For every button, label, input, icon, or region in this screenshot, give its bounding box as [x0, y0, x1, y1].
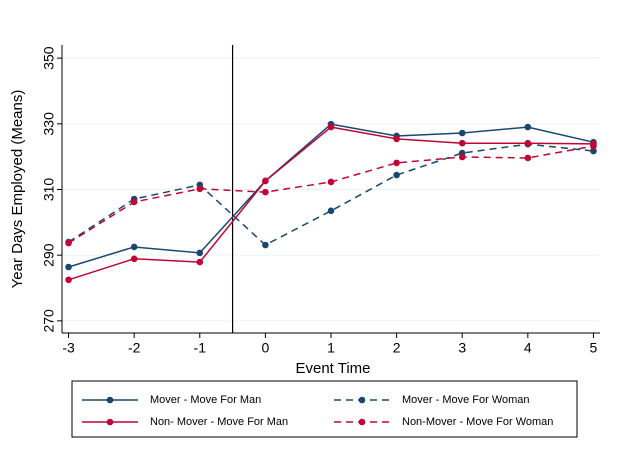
- point: [458, 139, 466, 147]
- x-tick-label: 0: [261, 340, 269, 356]
- point: [196, 258, 204, 266]
- point: [458, 153, 466, 161]
- y-tick-label: 350: [41, 46, 57, 70]
- legend-box: [71, 380, 578, 438]
- point: [327, 178, 335, 186]
- y-tick-label: 270: [41, 309, 57, 333]
- x-tick-label: 1: [327, 340, 335, 356]
- point: [130, 243, 138, 251]
- x-tick-label: 2: [393, 340, 401, 356]
- point: [196, 249, 204, 257]
- point: [524, 154, 532, 162]
- x-tick-label: 5: [590, 340, 598, 356]
- point: [262, 177, 269, 185]
- series-line: [68, 143, 594, 246]
- point: [65, 239, 72, 247]
- legend-marker: [106, 418, 114, 426]
- point: [524, 139, 532, 147]
- point: [590, 142, 597, 150]
- y-axis-title: Year Days Employed (Means): [9, 90, 26, 289]
- point: [524, 123, 532, 131]
- point: [262, 188, 269, 196]
- point: [590, 147, 597, 155]
- point: [327, 207, 335, 215]
- y-tick-label: 290: [41, 243, 57, 267]
- legend-marker: [358, 418, 366, 426]
- point: [65, 276, 72, 284]
- point: [130, 198, 138, 206]
- point: [393, 159, 400, 167]
- point: [393, 171, 400, 179]
- point: [130, 255, 138, 263]
- x-tick-label: 4: [524, 340, 532, 356]
- legend-label: Non-Mover - Move For Woman: [402, 416, 553, 428]
- point: [262, 241, 269, 249]
- x-axis-title: Event Time: [295, 360, 370, 377]
- x-tick-label: -3: [62, 340, 75, 356]
- legend-label: Mover - Move For Woman: [402, 394, 530, 406]
- legend-label: Non- Mover - Move For Man: [150, 416, 288, 428]
- legend-marker: [106, 396, 114, 404]
- point: [196, 185, 204, 193]
- x-tick-label: -1: [194, 340, 207, 356]
- point: [393, 135, 400, 143]
- y-tick-label: 330: [41, 112, 57, 136]
- legend-label: Mover - Move For Man: [150, 394, 261, 406]
- x-tick-label: -2: [128, 340, 141, 356]
- point: [65, 263, 72, 271]
- point: [327, 123, 335, 131]
- x-tick-label: 3: [458, 340, 466, 356]
- legend-marker: [358, 396, 366, 404]
- y-tick-label: 310: [41, 178, 57, 202]
- point: [458, 129, 466, 137]
